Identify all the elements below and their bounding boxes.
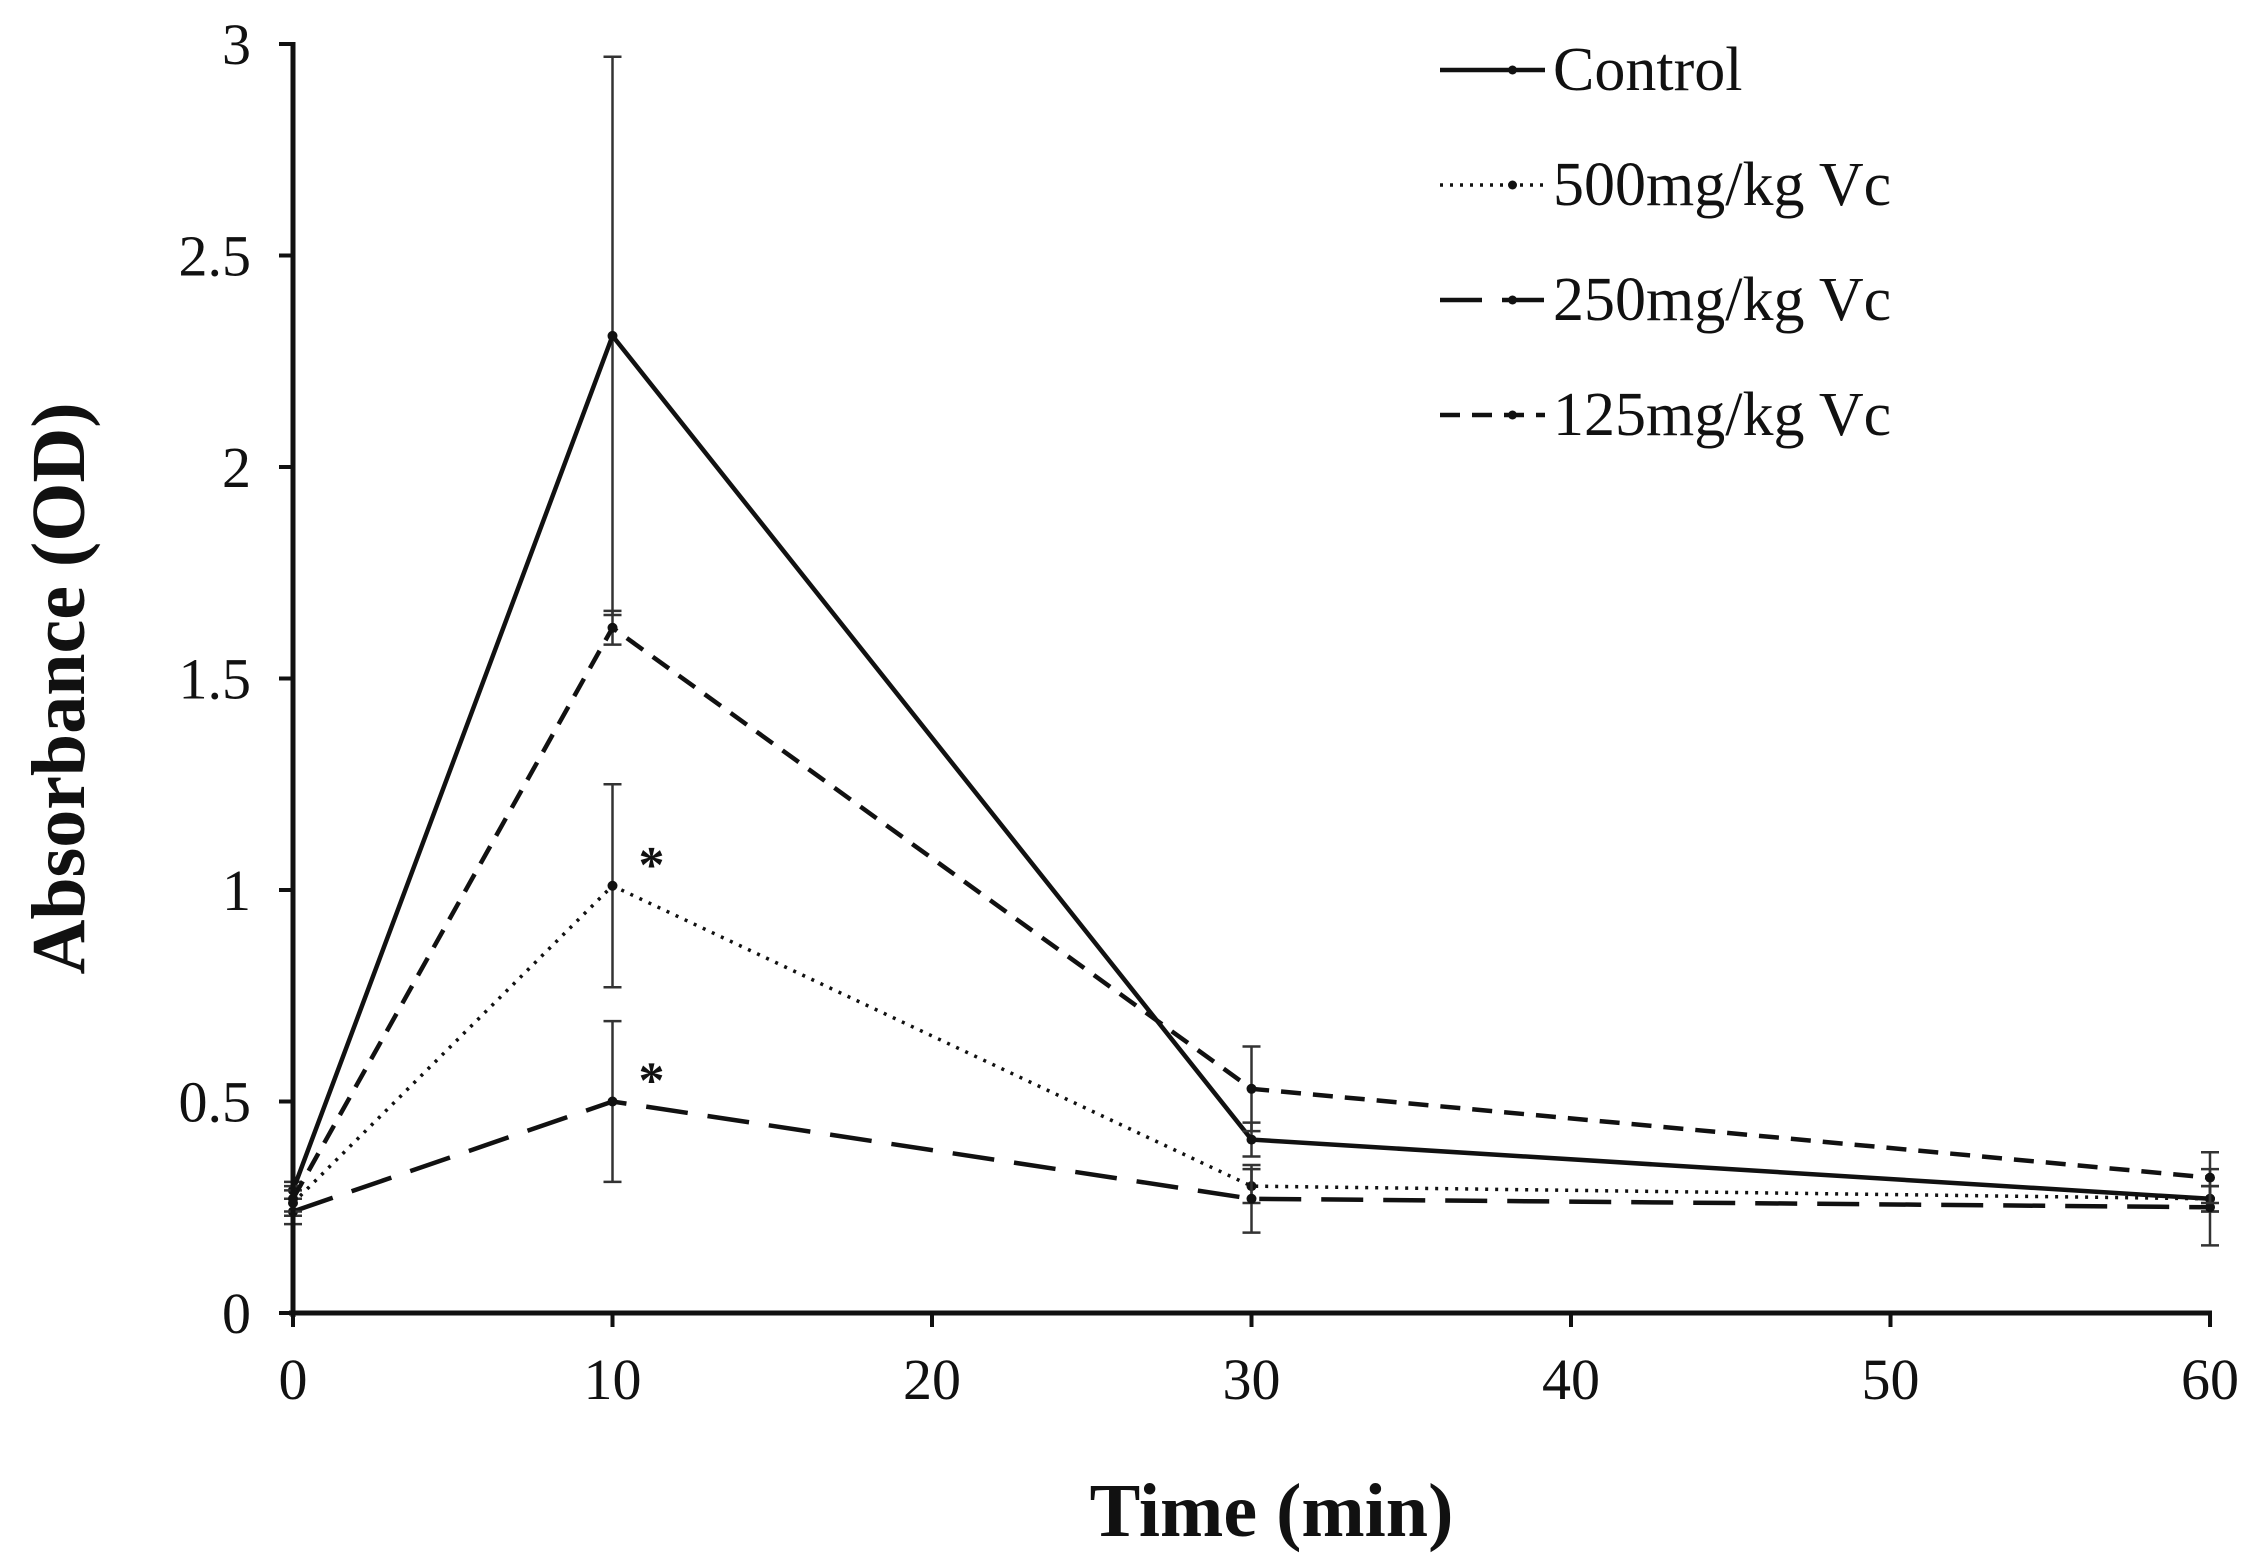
significance-asterisk: * (639, 837, 665, 894)
y-tick-label: 1.5 (179, 647, 252, 712)
legend-marker (1508, 410, 1517, 420)
data-point (607, 880, 618, 891)
data-point (607, 1096, 618, 1107)
data-point (1246, 1083, 1257, 1094)
legend-label: 125mg/kg Vc (1553, 381, 1891, 449)
x-tick-label: 60 (2181, 1347, 2239, 1412)
x-tick-label: 30 (1223, 1347, 1281, 1412)
y-tick-label: 0 (222, 1281, 251, 1346)
axes: 00.511.522.530 10 20 30 40 50 60 (179, 12, 2240, 1412)
x-tick-label: 10 (584, 1347, 642, 1412)
x-tick-label: 50 (1862, 1347, 1920, 1412)
series-line (290, 331, 2211, 1202)
plot-area: ** (284, 55, 2219, 1247)
data-point (1246, 1134, 1257, 1145)
y-axis-title: Absorbance (OD) (17, 402, 101, 974)
legend-label: 500mg/kg Vc (1553, 151, 1891, 219)
data-point (1246, 1193, 1257, 1204)
data-point (607, 330, 618, 341)
legend-marker (1508, 180, 1517, 190)
y-tick-label: 2.5 (179, 224, 252, 289)
legend-label: 250mg/kg Vc (1553, 266, 1891, 334)
legend-marker (1508, 65, 1517, 75)
legend-label: Control (1553, 36, 1742, 104)
y-tick-label: 3 (222, 12, 251, 77)
y-tick-label: 1 (222, 858, 251, 923)
legend-marker (1508, 295, 1517, 305)
legend: Control 500mg/kg Vc 250mg/kg Vc 125mg/kg Vc (1440, 36, 1891, 449)
x-tick-label: 40 (1542, 1347, 1600, 1412)
x-axis-title: Time (min) (1090, 1469, 1454, 1553)
series-control (284, 55, 2219, 1213)
x-tick-label: 0 (279, 1347, 308, 1412)
series-125mg-kg-vc (284, 609, 2219, 1213)
significance-asterisk: * (639, 1053, 665, 1110)
data-point (607, 622, 618, 633)
x-tick-label: 20 (903, 1347, 961, 1412)
data-point (2205, 1172, 2215, 1183)
y-tick-label: 2 (222, 435, 251, 500)
series-line (291, 624, 2211, 1200)
series-line (292, 1099, 2211, 1214)
data-point (2205, 1202, 2215, 1213)
y-tick-label: 0.5 (179, 1070, 252, 1135)
